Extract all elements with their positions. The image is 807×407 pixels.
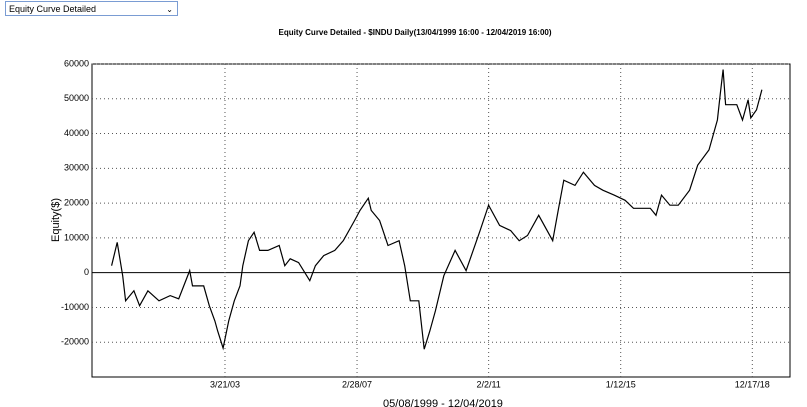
y-tick-label: 20000 [64, 197, 89, 207]
equity-line [111, 69, 763, 351]
y-tick-label: 40000 [64, 128, 89, 138]
x-tick-label: 3/21/03 [210, 379, 240, 389]
dropdown-arrow: ⌄ [166, 5, 173, 14]
y-tick-label: -10000 [61, 302, 89, 312]
x-tick-label: 2/2/11 [476, 379, 500, 389]
x-tick-label: 1/12/15 [606, 379, 636, 389]
plot-area [91, 63, 791, 378]
chart-title: Equity Curve Detailed - $INDU Daily(13/0… [278, 28, 551, 37]
dropdown-label: Equity Curve Detailed [9, 4, 97, 14]
y-tick-label: 0 [84, 267, 89, 277]
x-tick-label: 12/17/18 [735, 379, 770, 389]
y-tick-label: 30000 [64, 163, 89, 173]
y-tick-label: 10000 [64, 232, 89, 242]
y-axis-label: Equity($) [50, 198, 62, 242]
y-tick-label: 60000 [64, 58, 89, 68]
x-axis-label: 05/08/1999 - 12/04/2019 [383, 398, 503, 407]
y-tick-label: -20000 [61, 337, 89, 347]
dropdown[interactable]: Equity Curve Detailed ⌄ [5, 1, 178, 16]
y-tick-label: 50000 [64, 93, 89, 103]
x-tick-label: 2/28/07 [342, 379, 372, 389]
